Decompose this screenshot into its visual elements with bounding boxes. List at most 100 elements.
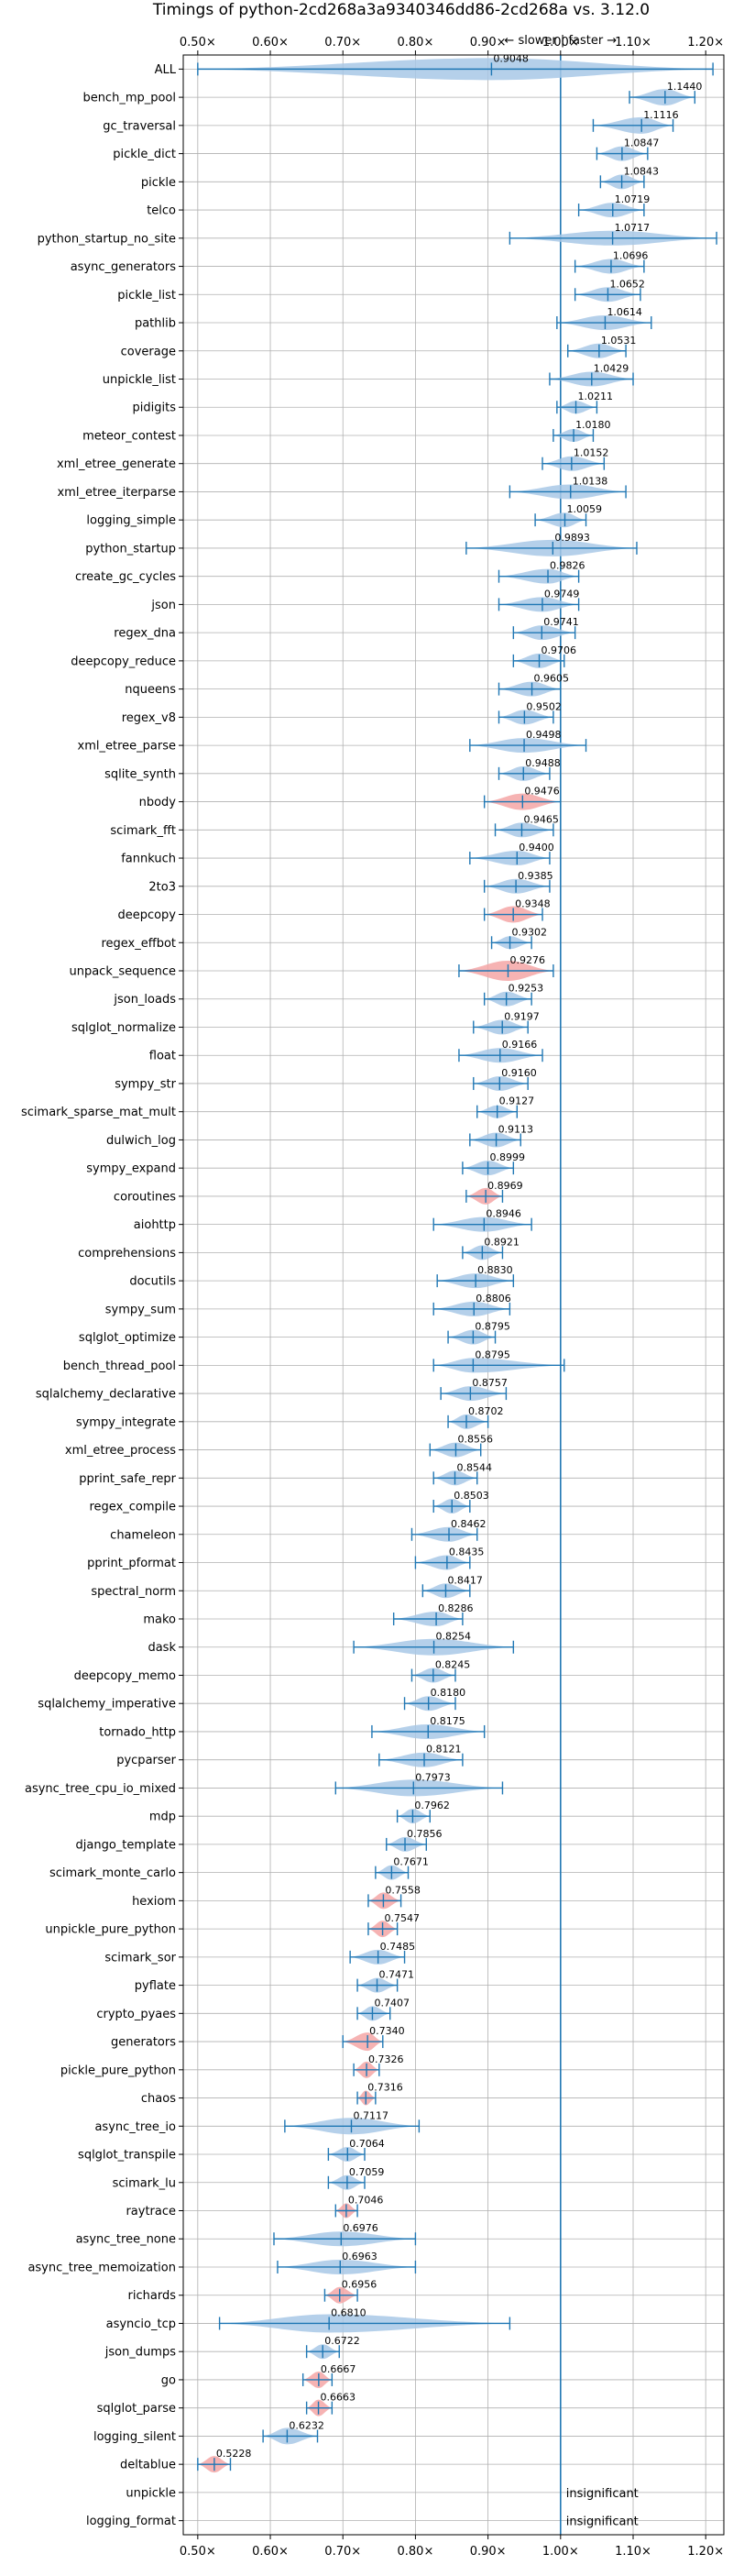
category-label-sympy-integrate: sympy_integrate	[76, 1415, 176, 1429]
value-label-deltablue: 0.5228	[216, 2448, 252, 2460]
x-tick-label-bottom: 0.70×	[324, 2545, 361, 2559]
value-label-pickle-list: 1.0652	[609, 278, 645, 290]
x-tick-label-bottom: 0.80×	[398, 2545, 434, 2559]
x-tick-label-bottom: 1.20×	[687, 2545, 724, 2559]
value-label-scimark-sparse-mat-mult: 0.9127	[499, 1095, 535, 1107]
category-label-comprehensions: comprehensions	[78, 1247, 176, 1260]
category-label-crypto-pyaes: crypto_pyaes	[96, 2008, 176, 2021]
category-label-pyflate: pyflate	[135, 1979, 176, 1993]
value-label-bench-thread-pool: 0.8795	[475, 1349, 510, 1360]
category-label-hexiom: hexiom	[132, 1895, 176, 1909]
value-label-aiohttp: 0.8946	[486, 1208, 521, 1220]
violins	[197, 58, 717, 2473]
value-label-json-loads: 0.9253	[509, 983, 544, 995]
value-label-pprint-pformat: 0.8435	[449, 1547, 485, 1558]
value-label-async-tree-io: 0.7117	[353, 2109, 388, 2121]
category-label-async-tree-memoization: async_tree_memoization	[27, 2261, 176, 2274]
category-label-mako: mako	[143, 1613, 176, 1626]
value-label-sqlglot-parse: 0.6663	[321, 2392, 356, 2404]
category-label-2to3: 2to3	[148, 880, 176, 894]
value-label-sqlglot-optimize: 0.8795	[475, 1321, 510, 1333]
category-label-logging-silent: logging_silent	[93, 2430, 176, 2444]
plot-frame	[182, 54, 725, 2536]
value-label-unpickle-pure-python: 0.7547	[385, 1912, 421, 1924]
category-label-xml-etree-iterparse: xml_etree_iterparse	[57, 486, 176, 500]
value-label-sqlalchemy-declarative: 0.8757	[472, 1377, 508, 1389]
category-label-meteor-contest: meteor_contest	[82, 429, 176, 443]
value-label-python-startup: 0.9893	[554, 532, 590, 544]
category-label-sqlglot-optimize: sqlglot_optimize	[79, 1331, 176, 1345]
x-tick-label-bottom: 0.60×	[252, 2545, 289, 2559]
category-label-chaos: chaos	[141, 2092, 176, 2106]
category-label-django-template: django_template	[76, 1838, 176, 1852]
value-label-comprehensions: 0.8921	[484, 1236, 520, 1248]
category-label-scimark-sor: scimark_sor	[104, 1951, 176, 1965]
value-label-deepcopy-reduce: 0.9706	[542, 644, 577, 656]
value-label-json: 0.9749	[544, 588, 580, 600]
x-tick-label-top: 0.90×	[470, 36, 507, 50]
category-label-richards: richards	[128, 2289, 177, 2303]
category-label-pycparser: pycparser	[116, 1754, 176, 1767]
chart-title: Timings of python-2cd268a3a9340346dd86-2…	[152, 1, 650, 19]
value-label-docutils: 0.8830	[477, 1264, 513, 1276]
value-label-sqlglot-normalize: 0.9197	[504, 1010, 540, 1022]
value-label-bench-mp-pool: 1.1440	[667, 81, 703, 93]
value-label-xml-etree-process: 0.8556	[457, 1434, 493, 1446]
value-label-coverage: 1.0531	[601, 335, 637, 347]
value-label-spectral-norm: 0.8417	[447, 1574, 483, 1586]
category-label-dulwich-log: dulwich_log	[106, 1134, 176, 1148]
x-tick-label-top: 1.10×	[615, 36, 651, 50]
category-label-pprint-pformat: pprint_pformat	[87, 1557, 176, 1570]
category-label-mdp: mdp	[149, 1811, 176, 1824]
value-label-pickle-pure-python: 0.7326	[368, 2053, 404, 2065]
category-label-sympy-expand: sympy_expand	[86, 1162, 176, 1176]
value-label-logging-simple: 1.0059	[566, 503, 602, 515]
insignificant-label-unpickle: insignificant	[566, 2487, 639, 2501]
category-label-deltablue: deltablue	[120, 2459, 176, 2472]
category-label-logging-simple: logging_simple	[86, 514, 176, 528]
value-label-async-generators: 1.0696	[613, 250, 649, 262]
value-label-sympy-integrate: 0.8702	[468, 1405, 504, 1417]
value-label-xml-etree-iterparse: 1.0138	[573, 475, 608, 487]
category-label-tornado-http: tornado_http	[99, 1725, 176, 1739]
x-tick-label-top: 0.60×	[252, 36, 289, 50]
category-label-json-loads: json_loads	[113, 993, 176, 1007]
category-label-async-tree-cpu-io-mixed: async_tree_cpu_io_mixed	[25, 1782, 176, 1796]
value-label-scimark-lu: 0.7059	[349, 2166, 385, 2178]
value-label-async-tree-none: 0.6976	[343, 2222, 378, 2234]
value-label-async-tree-memoization: 0.6963	[342, 2251, 377, 2262]
category-label-fannkuch: fannkuch	[121, 853, 176, 866]
category-label-sqlalchemy-imperative: sqlalchemy_imperative	[38, 1698, 176, 1712]
category-label-regex-v8: regex_v8	[122, 711, 176, 725]
value-label-generators: 0.7340	[369, 2025, 405, 2037]
value-label-pathlib: 1.0614	[607, 306, 642, 318]
x-tick-label-bottom: 1.00×	[542, 2545, 579, 2559]
value-label-gc-traversal: 1.1116	[643, 109, 679, 121]
category-label-sqlite-synth: sqlite_synth	[104, 767, 176, 781]
category-labels: ALL 0.9048 bench_mp_pool 1.1440 gc_traversal…	[21, 52, 702, 2528]
value-label-deepcopy-memo: 0.8245	[435, 1658, 471, 1670]
value-label-sqlite-synth: 0.9488	[525, 757, 561, 769]
value-label-scimark-fft: 0.9465	[523, 813, 559, 825]
category-label-pprint-safe-repr: pprint_safe_repr	[79, 1472, 176, 1486]
category-label-all: ALL	[155, 63, 177, 77]
value-label-json-dumps: 0.6722	[324, 2335, 360, 2347]
category-label-async-tree-io: async_tree_io	[94, 2120, 176, 2134]
value-label-pickle-dict: 1.0847	[624, 138, 660, 149]
category-label-telco: telco	[147, 204, 176, 218]
category-label-python-startup-no-site: python_startup_no_site	[38, 232, 176, 246]
category-label-pickle-list: pickle_list	[117, 289, 176, 303]
value-label-sympy-sum: 0.8806	[476, 1293, 511, 1305]
category-label-async-generators: async_generators	[71, 260, 177, 274]
category-label-pickle-dict: pickle_dict	[113, 148, 176, 161]
error-bars	[197, 62, 717, 2471]
category-label-async-tree-none: async_tree_none	[76, 2233, 176, 2247]
value-label-mdp: 0.7962	[414, 1800, 450, 1811]
value-label-async-tree-cpu-io-mixed: 0.7973	[415, 1771, 451, 1783]
category-label-scimark-fft: scimark_fft	[110, 824, 176, 838]
category-label-xml-etree-process: xml_etree_process	[65, 1444, 176, 1458]
x-tick-label-top: 0.70×	[324, 36, 361, 50]
value-label-scimark-monte-carlo: 0.7671	[393, 1856, 429, 1868]
value-label-fannkuch: 0.9400	[519, 842, 554, 853]
value-label-regex-effbot: 0.9302	[512, 926, 548, 938]
